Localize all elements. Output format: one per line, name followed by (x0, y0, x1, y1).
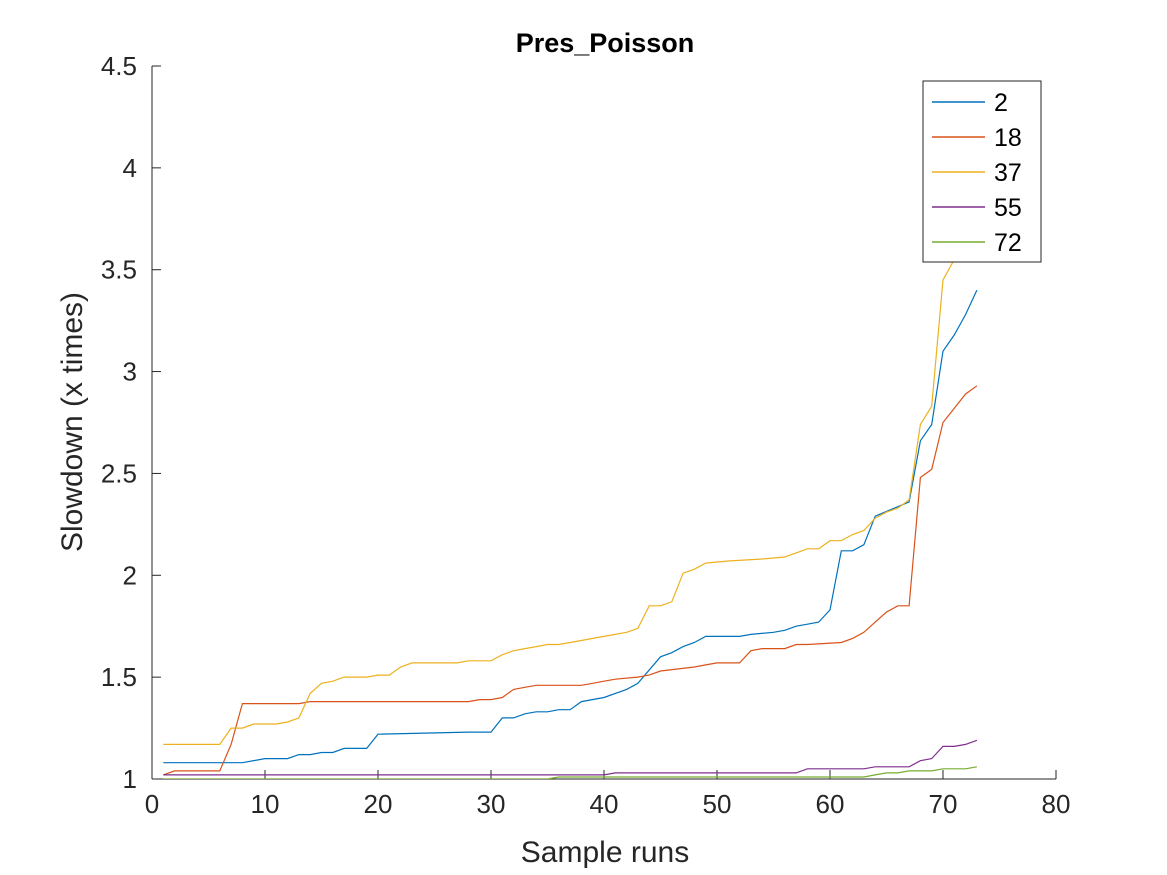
x-tick-label: 10 (251, 789, 280, 819)
legend-label-72: 72 (994, 229, 1022, 257)
x-tick-label: 50 (703, 789, 732, 819)
y-tick-label: 3.5 (101, 255, 137, 285)
y-tick-label: 2.5 (101, 458, 137, 488)
y-axis-label: Slowdown (x times) (56, 292, 89, 552)
legend-label-55: 55 (994, 194, 1022, 222)
y-tick-label: 4.5 (101, 51, 137, 81)
x-tick-label: 60 (816, 789, 845, 819)
series-line-55 (163, 739, 978, 776)
series-line-18 (163, 385, 978, 776)
x-tick-label: 30 (477, 789, 506, 819)
series-line-37 (163, 248, 967, 746)
y-tick-label: 4 (123, 153, 137, 183)
y-tick-label: 1 (123, 764, 137, 794)
y-tick-label: 3 (123, 357, 137, 387)
x-tick-label: 40 (590, 789, 619, 819)
x-axis-label: Sample runs (521, 836, 689, 869)
legend-label-37: 37 (994, 159, 1022, 187)
plot-area: 0 10 20 30 40 50 60 70 80 1 1.5 2 2.5 3 3.5 4 4.5 2 18 37 55… (101, 51, 1071, 819)
legend-label-18: 18 (994, 124, 1022, 152)
x-tick-label: 80 (1042, 789, 1071, 819)
x-tick-label: 70 (929, 789, 958, 819)
x-tick-label: 20 (364, 789, 393, 819)
y-tick-label: 2 (123, 560, 137, 590)
x-tick-label: 0 (145, 789, 159, 819)
chart-title: Pres_Poisson (516, 28, 695, 58)
y-tick-label: 1.5 (101, 662, 137, 692)
series-line-72 (163, 766, 978, 779)
series-line-2 (163, 289, 978, 764)
legend-label-2: 2 (994, 89, 1008, 117)
